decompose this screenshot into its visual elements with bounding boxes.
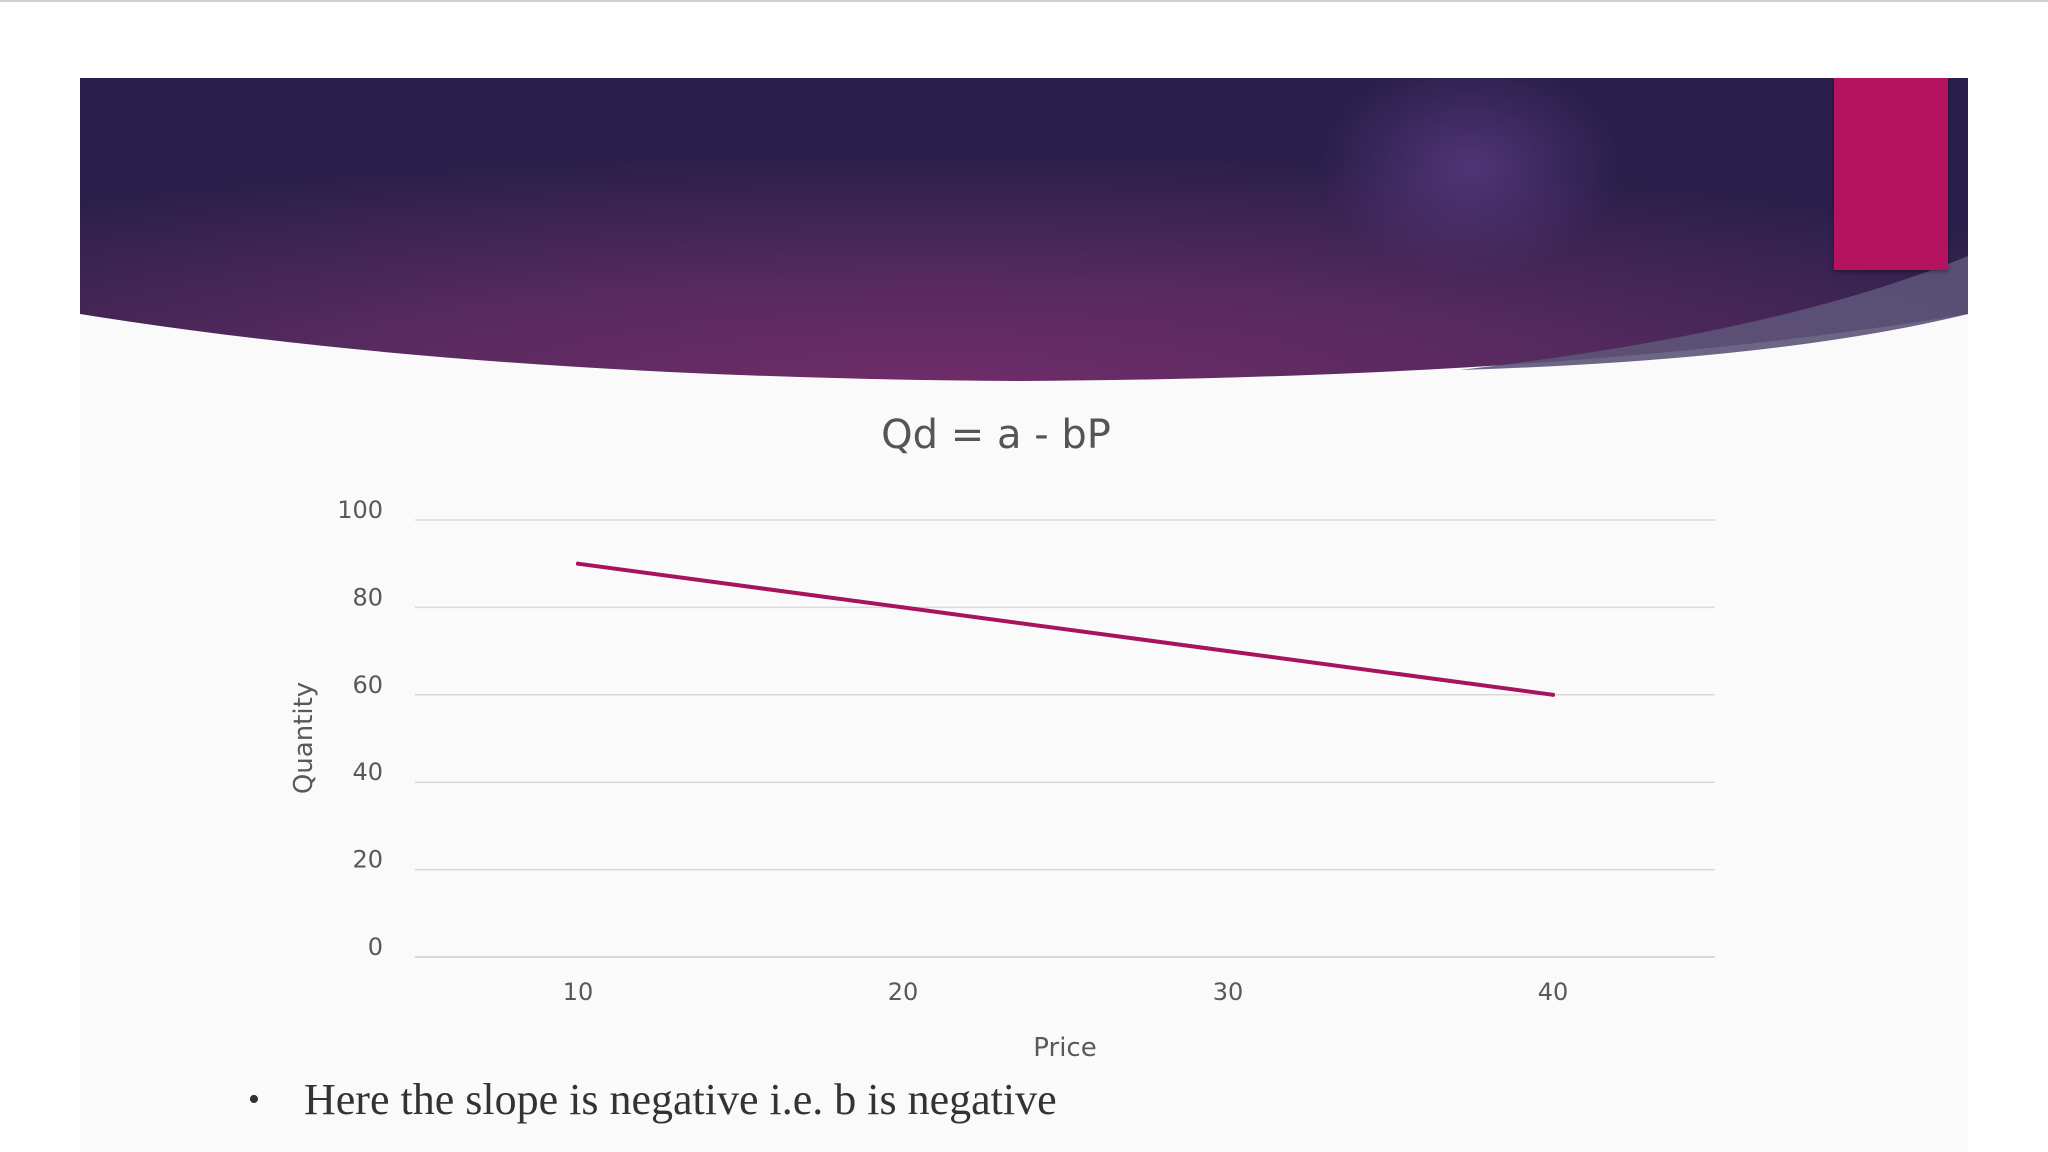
bullet-point: • Here the slope is negative i.e. b is ne… <box>248 1074 1057 1125</box>
x-tick-labels: 10 20 30 40 <box>563 978 1569 1006</box>
bullet-mark: • <box>248 1081 260 1118</box>
top-border <box>0 0 2048 2</box>
y-tick-label: 0 <box>368 933 383 961</box>
gridlines <box>415 519 1715 958</box>
data-point <box>1551 692 1555 697</box>
bullet-text: Here the slope is negative i.e. b is neg… <box>304 1075 1057 1124</box>
y-axis-label: Quantity <box>289 682 319 794</box>
x-tick-label: 40 <box>1538 978 1569 1006</box>
series-group <box>576 561 1555 697</box>
series-line <box>576 561 1555 697</box>
accent-tab <box>1834 78 1948 270</box>
y-tick-labels: 0 20 40 60 80 100 <box>337 496 383 961</box>
x-tick-label: 10 <box>563 978 594 1006</box>
x-axis-label: Price <box>1033 1033 1096 1063</box>
y-tick-label: 60 <box>352 671 383 699</box>
y-tick-label: 100 <box>337 496 383 524</box>
title-banner <box>80 78 1968 381</box>
chart-title: Qd = a - bP <box>881 412 1111 458</box>
data-point <box>901 605 905 610</box>
y-tick-label: 80 <box>352 583 383 611</box>
data-point <box>1226 649 1230 654</box>
x-tick-label: 30 <box>1213 978 1244 1006</box>
data-point <box>576 561 580 566</box>
slide <box>80 78 1968 1152</box>
y-tick-label: 40 <box>352 758 383 786</box>
y-tick-label: 20 <box>352 846 383 874</box>
x-tick-label: 20 <box>888 978 919 1006</box>
